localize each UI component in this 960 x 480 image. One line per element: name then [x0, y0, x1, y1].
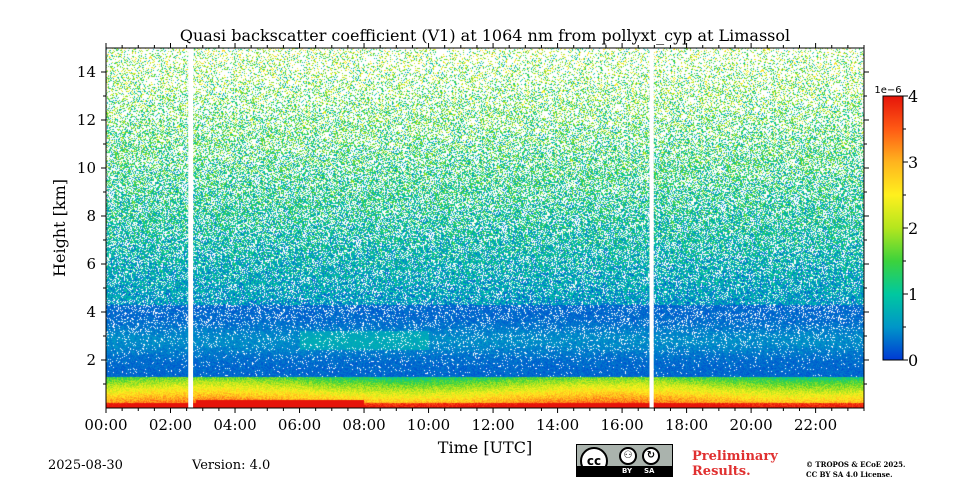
backscatter-heatmap	[106, 48, 864, 408]
share-alike-icon: ↻	[642, 447, 660, 465]
x-tick-label: 00:00	[84, 416, 127, 434]
attribution-icon: ⚇	[619, 447, 637, 465]
preliminary-line-2: Results.	[692, 464, 751, 479]
y-tick-label: 8	[86, 207, 96, 225]
preliminary-line-1: Preliminary	[692, 449, 778, 464]
y-tick-label: 2	[86, 351, 96, 369]
heatmap-raster	[106, 48, 864, 408]
date-label: 2025-08-30	[48, 458, 123, 473]
colorbar-tick-label: 3	[908, 153, 918, 172]
x-tick-label: 16:00	[600, 416, 643, 434]
x-tick-label: 08:00	[342, 416, 385, 434]
data-gap	[649, 48, 654, 408]
version-label: Version: 4.0	[192, 458, 271, 473]
y-tick-label: 14	[77, 63, 96, 81]
x-tick-label: 20:00	[729, 416, 772, 434]
cc-label-bar	[577, 466, 672, 476]
x-tick-label: 06:00	[278, 416, 321, 434]
data-gap	[188, 48, 194, 408]
x-axis-label: Time [UTC]	[438, 438, 532, 457]
colorbar-tick-label: 1	[908, 285, 918, 304]
colorbar-ticks: 0 1 2 3 4	[903, 87, 918, 370]
y-tick-label: 12	[77, 111, 96, 129]
x-tick-label: 22:00	[794, 416, 837, 434]
cc-sa-label: SA	[644, 467, 655, 475]
colorbar-tick-label: 2	[908, 219, 918, 238]
chart-title: Quasi backscatter coefficient (V1) at 10…	[180, 26, 790, 45]
x-tick-label: 04:00	[213, 416, 256, 434]
colorbar	[882, 95, 904, 361]
colorbar-scale-label: 1e−6	[874, 85, 901, 96]
y-tick-label: 6	[86, 255, 96, 273]
colorbar-tick-label: 0	[908, 351, 918, 370]
plot-frame	[105, 47, 865, 409]
x-tick-label: 12:00	[471, 416, 514, 434]
cc-license-badge[interactable]: cc ⚇ ↻ BY SA	[576, 444, 673, 477]
x-tick-label: 10:00	[407, 416, 450, 434]
x-tick-label: 18:00	[665, 416, 708, 434]
preliminary-results-note: Preliminary Results.	[692, 449, 778, 479]
y-tick-label: 10	[77, 159, 96, 177]
copyright-line-1: © TROPOS & ECoE 2025.	[806, 460, 906, 469]
cc-by-label: BY	[622, 467, 633, 475]
copyright-line-2: CC BY SA 4.0 License.	[806, 470, 893, 479]
copyright-note: © TROPOS & ECoE 2025. CC BY SA 4.0 Licen…	[806, 460, 905, 480]
x-axis-ticks: 00:00 02:00 04:00 06:00 08:00 10:00 12:00 14:00…	[84, 43, 865, 434]
x-tick-label: 02:00	[149, 416, 192, 434]
y-axis-label: Height [km]	[50, 179, 69, 277]
y-axis-ticks: 2 4 6 8 10 12 14	[77, 63, 869, 385]
colorbar-tick-label: 4	[908, 87, 918, 106]
y-tick-label: 4	[86, 303, 96, 321]
data-gaps	[188, 48, 654, 408]
x-tick-label: 14:00	[536, 416, 579, 434]
